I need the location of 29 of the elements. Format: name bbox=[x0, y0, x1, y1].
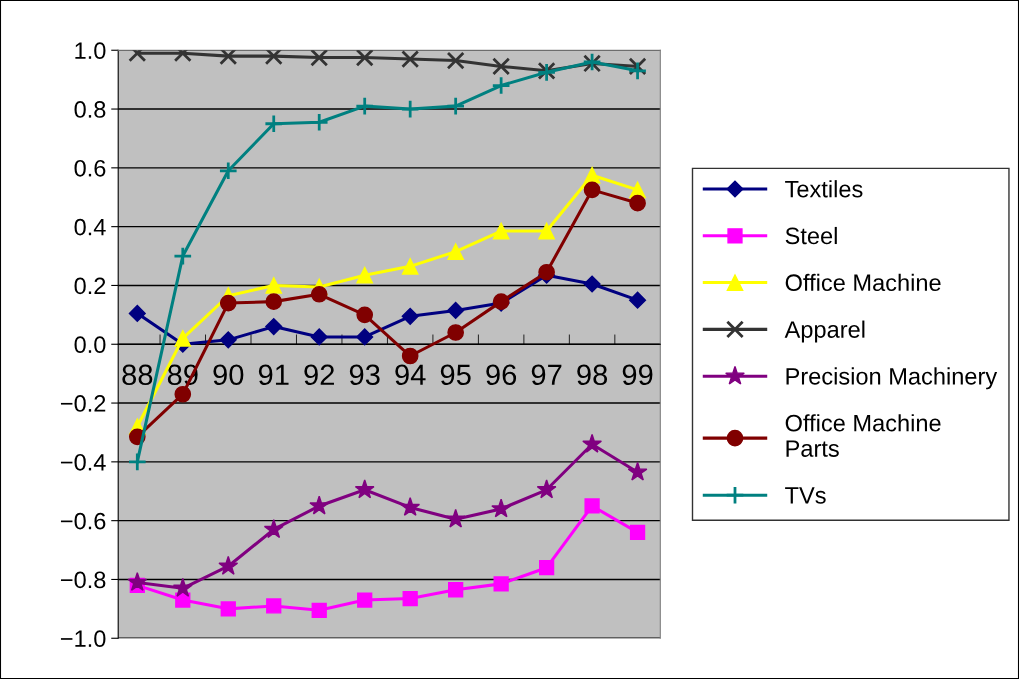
x-tick-label: 98 bbox=[577, 364, 608, 386]
x-tick-label: 97 bbox=[531, 364, 562, 386]
legend-label: Office Machine Parts bbox=[785, 414, 941, 457]
y-tick-label: −0.6 bbox=[60, 512, 106, 530]
y-tick-label: −0.4 bbox=[60, 453, 106, 471]
x-tick-label: 92 bbox=[304, 364, 334, 386]
y-tick-label: 0.6 bbox=[74, 159, 106, 177]
legend-label: Office Machine bbox=[785, 273, 941, 292]
x-tick-label: 91 bbox=[258, 364, 289, 386]
x-tick-label: 99 bbox=[622, 364, 653, 386]
x-tick-label: 96 bbox=[486, 364, 517, 386]
x-tick-label: 88 bbox=[122, 364, 153, 386]
y-tick-label: 0.4 bbox=[74, 218, 106, 236]
y-tick-label: 1.0 bbox=[75, 42, 106, 60]
legend-label: TVs bbox=[785, 487, 826, 504]
legend-label: Steel bbox=[785, 226, 837, 245]
legend-label: Textiles bbox=[785, 180, 863, 198]
y-tick-label: 0.8 bbox=[74, 101, 106, 118]
y-tick-label: −0.2 bbox=[60, 395, 106, 412]
legend-label: Apparel bbox=[784, 320, 865, 343]
legend-label: Precision Machinery bbox=[786, 367, 998, 390]
y-tick-label: −1.0 bbox=[60, 630, 106, 648]
x-tick-label: 94 bbox=[395, 364, 426, 386]
x-tick-label: 90 bbox=[213, 364, 244, 386]
x-tick-label: 95 bbox=[440, 364, 471, 386]
y-tick-label: 0.2 bbox=[74, 277, 106, 295]
y-tick-label: 0.0 bbox=[74, 336, 106, 354]
x-tick-label: 93 bbox=[349, 364, 380, 386]
y-tick-label: −0.8 bbox=[60, 571, 106, 589]
